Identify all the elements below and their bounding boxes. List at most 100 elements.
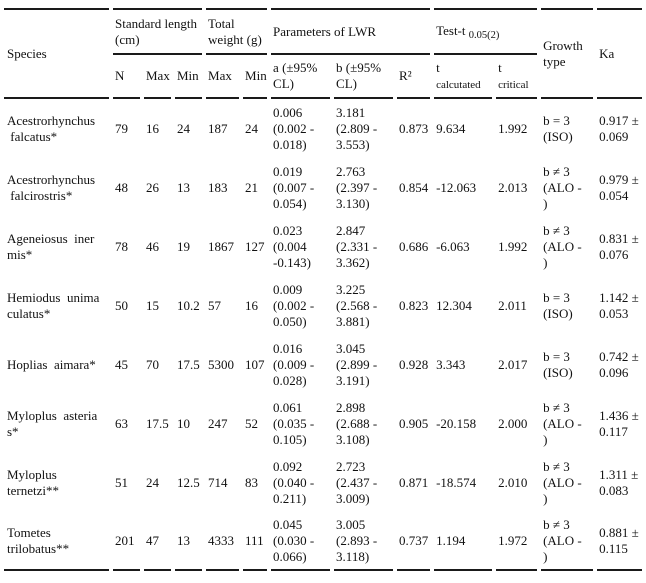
t-crit-cell: 1.992 [498,120,528,136]
growth-cell: b = 3 (ISO) [543,348,573,380]
growth-cell: b ≠ 3 (ALO - ) [543,399,582,447]
a-cell: 0.092 (0.040 - 0.211) [273,458,315,506]
t-calc-prefix: t [436,59,440,75]
n-cell: 48 [115,179,128,195]
r2-cell: 0.928 [399,356,429,372]
t-calc-cell: 1.194 [434,512,493,571]
header-t-critical: t critical [496,55,538,99]
max-g-cell: 5300 [208,356,235,372]
header-growth-type: Growth type [541,8,594,99]
min-g-cell: 107 [245,356,265,372]
min-cm-cell: 13 [175,512,203,571]
max-g-cell: 714 [208,474,228,490]
species-cell: Hoplias aimara* [7,356,96,372]
t-calc-cell: 3.343 [436,356,466,372]
growth-cell: b ≠ 3 (ALO - ) [543,163,582,211]
species-cell: Myloplus ternetzi** [7,466,59,498]
lwr-parameters-table: Species Standard length (cm) Total weigh… [0,8,646,571]
species-cell: Ageneiosus iner mis* [7,230,95,262]
max-cm-cell: 24 [146,474,159,490]
a-cell: 0.009 (0.002 - 0.050) [273,281,315,329]
t-crit-cell: 1.972 [496,512,538,571]
min-cm-cell: 13 [177,179,190,195]
ka-cell: 0.917 ± 0.069 [599,112,639,144]
species-cell: Myloplus asteria s* [7,407,98,439]
max-cm-cell: 47 [144,512,171,571]
species-cell: Acestrorhynchus falcirostris* [7,171,96,203]
species-cell: Acestrorhynchus falcatus* [7,112,96,144]
min-cm-cell: 24 [177,120,190,136]
n-cell: 51 [115,474,128,490]
table-row: Acestrorhynchus falcatus* 79 16 24 187 2… [4,99,642,158]
max-g-cell: 183 [208,179,228,195]
t-calc-cell: 9.634 [436,120,466,136]
header-parameters-lwr: Parameters of LWR [271,8,431,55]
max-g-cell: 247 [208,415,228,431]
b-cell: 3.045 (2.899 - 3.191) [336,340,378,388]
ka-cell: 0.831 ± 0.076 [599,230,639,262]
a-cell: 0.023 (0.004 -0.143) [273,222,311,270]
header-min-cm: Min [175,55,203,99]
r2-cell: 0.823 [399,297,429,313]
max-g-cell: 1867 [208,238,235,254]
t-crit-cell: 2.017 [498,356,528,372]
r2-cell: 0.873 [399,120,429,136]
min-cm-cell: 19 [177,238,190,254]
b-cell: 3.225 (2.568 - 3.881) [336,281,378,329]
max-cm-cell: 17.5 [146,415,169,431]
t-crit-cell: 2.000 [498,415,528,431]
t-calc-cell: -20.158 [436,415,477,431]
table-row: Myloplus ternetzi** 51 24 12.5 714 83 0.… [4,453,642,512]
growth-cell: b ≠ 3 (ALO - ) [543,458,582,506]
r2-cell: 0.737 [397,512,431,571]
table-body: Acestrorhynchus falcatus* 79 16 24 187 2… [4,99,643,571]
a-cell: 0.061 (0.035 - 0.105) [273,399,315,447]
header-b-cl: b (±95% CL) [334,55,394,99]
n-cell: 63 [115,415,128,431]
t-calc-cell: -6.063 [436,238,470,254]
n-cell: 45 [115,356,128,372]
min-g-cell: 21 [245,179,259,195]
header-total-weight: Total weight (g) [206,8,268,55]
ka-cell: 0.881 ± 0.115 [597,512,643,571]
species-cell: Tometes trilobatus** [4,512,109,571]
max-cm-cell: 26 [146,179,159,195]
t-crit-cell: 2.013 [498,179,528,195]
b-cell: 2.723 (2.437 - 3.009) [336,458,378,506]
test-t-label: Test-t [436,22,466,38]
header-test-t: Test-t 0.05(2) [434,8,538,55]
min-cm-cell: 12.5 [177,474,200,490]
header-n: N [113,55,140,99]
ka-cell: 1.311 ± 0.083 [599,466,639,498]
b-cell: 2.847 (2.331 - 3.362) [336,222,378,270]
table-row: Ageneiosus iner mis* 78 46 19 1867 127 0… [4,217,642,276]
growth-cell: b ≠ 3 (ALO - ) [541,512,594,571]
ka-cell: 1.142 ± 0.053 [599,289,639,321]
r2-cell: 0.686 [399,238,429,254]
min-g-cell: 111 [243,512,268,571]
header-max-cm: Max [144,55,171,99]
growth-cell: b = 3 (ISO) [543,289,573,321]
growth-cell: b ≠ 3 (ALO - ) [543,222,582,270]
header-max-g: Max [206,55,240,99]
header-species: Species [4,8,109,99]
min-cm-cell: 10 [177,415,190,431]
header-a-cl: a (±95% CL) [271,55,331,99]
n-cell: 201 [113,512,140,571]
a-cell: 0.016 (0.009 - 0.028) [273,340,315,388]
b-cell: 2.898 (2.688 - 3.108) [336,399,378,447]
header-ka: Ka [597,8,643,99]
header-r2: R² [397,55,431,99]
table-row: Tometes trilobatus** 201 47 13 4333 111 … [4,512,643,571]
t-crit-cell: 1.992 [498,238,528,254]
growth-cell: b = 3 (ISO) [543,112,573,144]
r2-cell: 0.905 [399,415,429,431]
header-t-calculated: t calcutated [434,55,493,99]
n-cell: 78 [115,238,128,254]
a-cell: 0.006 (0.002 - 0.018) [273,104,315,152]
a-cell: 0.019 (0.007 - 0.054) [273,163,315,211]
ka-cell: 0.979 ± 0.054 [599,171,639,203]
min-g-cell: 16 [245,297,259,313]
max-cm-cell: 46 [146,238,159,254]
t-crit-subscript: critical [498,78,529,91]
